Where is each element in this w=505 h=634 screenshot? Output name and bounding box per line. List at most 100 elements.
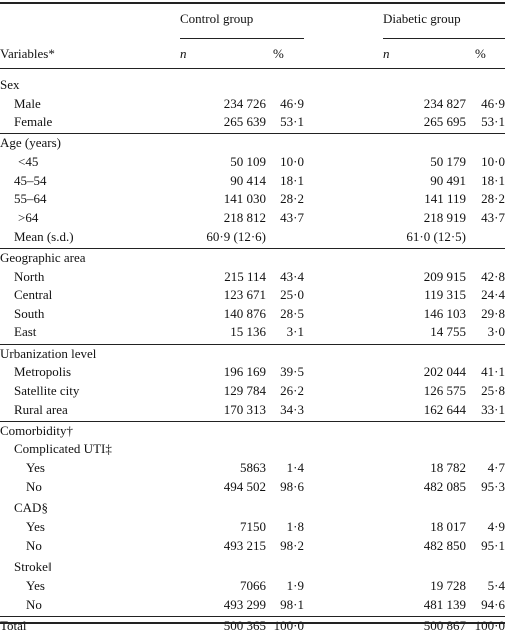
cell-c-n: 170 313: [223, 401, 266, 417]
row-label: 45–54: [14, 172, 47, 188]
cell-d-n: 482 085: [423, 478, 466, 494]
row-label: Yes: [26, 577, 45, 593]
section-rule: [0, 420, 505, 422]
row-label: No: [26, 596, 42, 612]
cell-c-p: 26·2: [280, 382, 304, 398]
cell-d-p: 5·4: [487, 577, 505, 593]
cell-c-n: 7150: [240, 518, 266, 534]
cell-d-n: 19 728: [430, 577, 466, 593]
cell-c-n: 60·9 (12·6): [206, 228, 266, 244]
row-label: South: [14, 305, 45, 321]
cell-c-p: 98·1: [280, 596, 304, 612]
cell-c-n: 50 109: [230, 154, 266, 170]
cell-d-p: 10·0: [481, 154, 505, 170]
cell-d-p: 41·1: [481, 364, 505, 380]
cell-c-n: 265 639: [223, 114, 266, 130]
cell-c-p: 18·1: [280, 172, 304, 188]
section-label: Sex: [0, 77, 20, 92]
cell-c-p: 28·2: [280, 191, 304, 207]
cell-c-p: 53·1: [280, 114, 304, 130]
cell-d-n: 209 915: [423, 268, 466, 284]
bottom-rule: [0, 622, 505, 624]
header-rule: [0, 68, 505, 69]
row-label: Rural area: [14, 401, 68, 417]
section-label: Geographic area: [0, 249, 86, 265]
row-label: CAD§: [14, 500, 48, 516]
section-rule: [0, 133, 505, 135]
cell-d-n: 162 644: [423, 401, 466, 417]
cell-c-n: 493 299: [223, 596, 266, 612]
section-rule: [0, 615, 505, 617]
cell-c-n: 494 502: [223, 478, 266, 494]
cell-c-p: 1·9: [286, 577, 304, 593]
cell-c-p: 1·8: [286, 518, 304, 534]
row-label: Satellite city: [14, 382, 80, 398]
row-label: Central: [14, 287, 53, 303]
cell-c-n: 215 114: [224, 268, 266, 284]
cell-d-n: 202 044: [423, 364, 466, 380]
section-rule: [0, 247, 505, 249]
header-control-n: n: [180, 46, 187, 61]
cell-d-n: 61·0 (12·5): [406, 228, 466, 244]
row-label: >64: [18, 210, 39, 226]
cell-c-n: 234 726: [223, 95, 266, 111]
row-label: Stroke‖: [14, 559, 52, 575]
cell-c-n: 218 812: [223, 210, 266, 226]
cell-c-p: 43·4: [280, 268, 304, 284]
section-label: Urbanization level: [0, 345, 97, 361]
row-label: East: [14, 324, 37, 340]
diabetic-group-rule: [383, 38, 505, 39]
cell-c-n: 493 215: [223, 537, 266, 553]
cell-c-p: 3·1: [286, 324, 304, 340]
cell-c-n: 129 784: [223, 382, 266, 398]
cell-d-n: 481 139: [423, 596, 466, 612]
cell-d-p: 4·7: [487, 460, 505, 475]
section-label: Age (years): [0, 135, 61, 151]
row-label: Male: [14, 95, 41, 111]
cell-d-p: 43·7: [481, 210, 505, 226]
cell-c-n: 5863: [240, 460, 266, 475]
row-label: Yes: [26, 460, 45, 475]
cell-d-n: 234 827: [423, 95, 466, 111]
cell-c-n: 7066: [240, 577, 266, 593]
cell-d-p: 24·4: [481, 287, 505, 303]
header-control-group: Control group: [180, 11, 254, 26]
cell-c-n: 90 414: [230, 172, 266, 188]
cell-d-p: 33·1: [481, 401, 505, 417]
cell-d-n: 18 782: [430, 460, 466, 475]
row-label: Female: [14, 114, 53, 130]
cell-d-p: 3·0: [487, 324, 505, 340]
cell-c-p: 43·7: [280, 210, 304, 226]
cell-d-p: 95·1: [481, 537, 505, 553]
cell-d-n: 119 315: [424, 287, 466, 303]
cell-c-p: 1·4: [286, 460, 304, 475]
cell-d-n: 126 575: [423, 382, 466, 398]
cell-d-n: 146 103: [423, 305, 466, 321]
cell-c-p: 98·2: [280, 537, 304, 553]
cell-c-n: 123 671: [223, 287, 266, 303]
top-rule: [0, 2, 505, 4]
cell-d-n: 90 491: [430, 172, 466, 188]
cell-c-n: 15 136: [230, 324, 266, 340]
row-label: 55–64: [14, 191, 47, 207]
cell-c-n: 196 169: [223, 364, 266, 380]
cell-c-p: 10·0: [280, 154, 304, 170]
cell-d-p: 94·6: [481, 596, 505, 612]
header-variables: Variables*: [0, 46, 55, 61]
cell-d-p: 53·1: [481, 114, 505, 130]
cell-c-p: 28·5: [280, 305, 304, 321]
cell-c-n: 141 030: [223, 191, 266, 207]
cell-c-p: 25·0: [280, 287, 304, 303]
cell-c-p: 46·9: [280, 95, 304, 111]
row-label: No: [26, 478, 42, 494]
cell-c-p: 39·5: [280, 364, 304, 380]
row-label: Complicated UTI‡: [14, 441, 112, 457]
cell-c-p: 34·3: [280, 401, 304, 417]
cell-d-n: 218 919: [423, 210, 466, 226]
row-label: Mean (s.d.): [14, 228, 74, 244]
cell-d-n: 265 695: [423, 114, 466, 130]
cell-d-n: 500 867: [423, 617, 466, 633]
cell-c-n: 500 365: [223, 617, 266, 633]
header-diabetic-n: n: [383, 46, 390, 61]
cell-d-n: 50 179: [430, 154, 466, 170]
